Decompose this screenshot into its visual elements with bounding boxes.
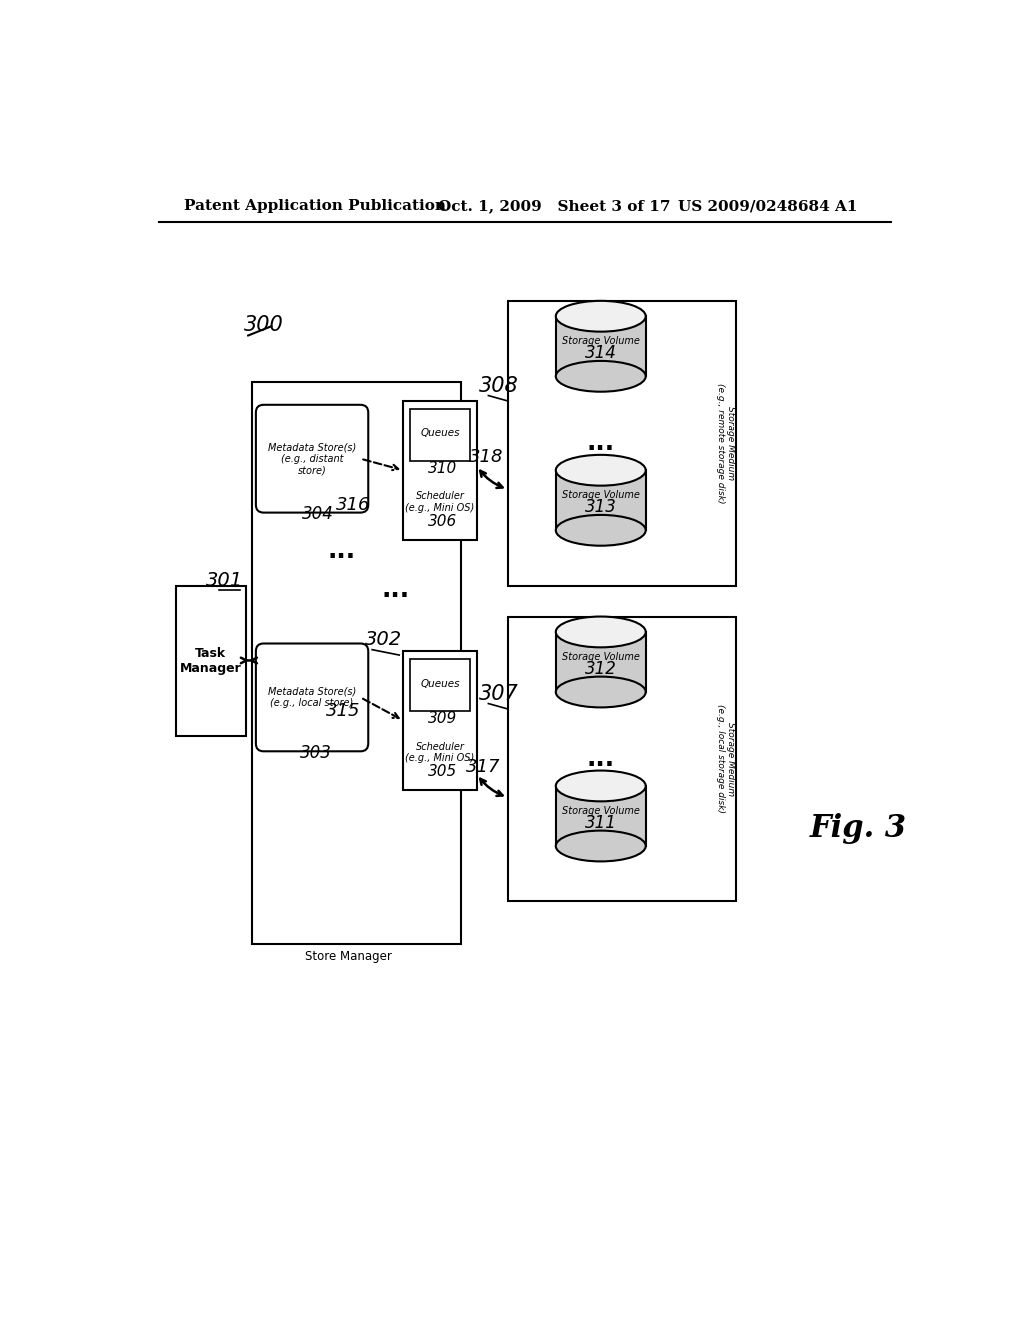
Bar [410, 409, 470, 461]
Text: 302: 302 [366, 630, 402, 649]
Text: Storage Volume: Storage Volume [562, 805, 640, 816]
Text: Storage Medium
(e.g., remote storage disk): Storage Medium (e.g., remote storage dis… [716, 383, 735, 503]
Text: 316: 316 [336, 496, 370, 513]
Bar [176, 586, 246, 737]
Text: 317: 317 [466, 758, 500, 776]
Text: 310: 310 [428, 461, 458, 477]
Text: 314: 314 [585, 345, 616, 362]
Ellipse shape [556, 616, 646, 647]
Text: Scheduler
(e.g., Mini OS): Scheduler (e.g., Mini OS) [406, 742, 474, 763]
Ellipse shape [556, 830, 646, 862]
Text: Oct. 1, 2009   Sheet 3 of 17: Oct. 1, 2009 Sheet 3 of 17 [438, 199, 671, 213]
Bar [508, 301, 736, 586]
Ellipse shape [556, 301, 646, 331]
Text: 313: 313 [585, 498, 616, 516]
Text: 304: 304 [302, 506, 334, 523]
Text: ...: ... [587, 432, 614, 455]
Text: 301: 301 [206, 570, 244, 590]
Text: 311: 311 [585, 814, 616, 832]
Text: 308: 308 [478, 376, 518, 396]
Bar [403, 651, 477, 789]
Text: Storage Volume: Storage Volume [562, 652, 640, 661]
Bar [556, 785, 646, 846]
Text: 307: 307 [478, 684, 518, 704]
Ellipse shape [556, 771, 646, 801]
FancyBboxPatch shape [256, 644, 369, 751]
Text: Metadata Store(s)
(e.g., distant
store): Metadata Store(s) (e.g., distant store) [268, 442, 356, 475]
Text: Metadata Store(s)
(e.g., local store): Metadata Store(s) (e.g., local store) [268, 686, 356, 709]
Text: 309: 309 [428, 711, 458, 726]
Text: Patent Application Publication: Patent Application Publication [183, 199, 445, 213]
Text: US 2009/0248684 A1: US 2009/0248684 A1 [678, 199, 858, 213]
Text: 306: 306 [428, 513, 458, 529]
Bar [556, 317, 646, 376]
Text: Task
Manager: Task Manager [180, 647, 242, 675]
Bar [410, 659, 470, 711]
Text: Queues: Queues [420, 428, 460, 438]
Text: Fig. 3: Fig. 3 [810, 813, 907, 843]
Text: Storage Volume: Storage Volume [562, 335, 640, 346]
Bar [556, 632, 646, 692]
Text: Scheduler
(e.g., Mini OS): Scheduler (e.g., Mini OS) [406, 491, 474, 513]
Text: Store Manager: Store Manager [305, 949, 392, 962]
Bar [403, 401, 477, 540]
Ellipse shape [556, 677, 646, 708]
Text: ...: ... [381, 578, 410, 602]
Text: 305: 305 [428, 764, 458, 779]
Text: 312: 312 [585, 660, 616, 678]
Bar [556, 470, 646, 531]
Ellipse shape [556, 360, 646, 392]
Ellipse shape [556, 515, 646, 545]
Ellipse shape [556, 455, 646, 486]
Text: 315: 315 [327, 702, 360, 721]
FancyBboxPatch shape [256, 405, 369, 512]
Text: Storage Volume: Storage Volume [562, 490, 640, 500]
Text: ...: ... [327, 539, 355, 564]
Text: ...: ... [587, 747, 614, 771]
Text: Queues: Queues [420, 678, 460, 689]
Bar [252, 381, 461, 944]
Text: 318: 318 [469, 449, 504, 466]
Text: Storage Medium
(e.g., local storage disk): Storage Medium (e.g., local storage disk… [716, 705, 735, 813]
Text: 303: 303 [300, 744, 332, 762]
Bar [508, 616, 736, 902]
Text: 300: 300 [244, 315, 284, 335]
